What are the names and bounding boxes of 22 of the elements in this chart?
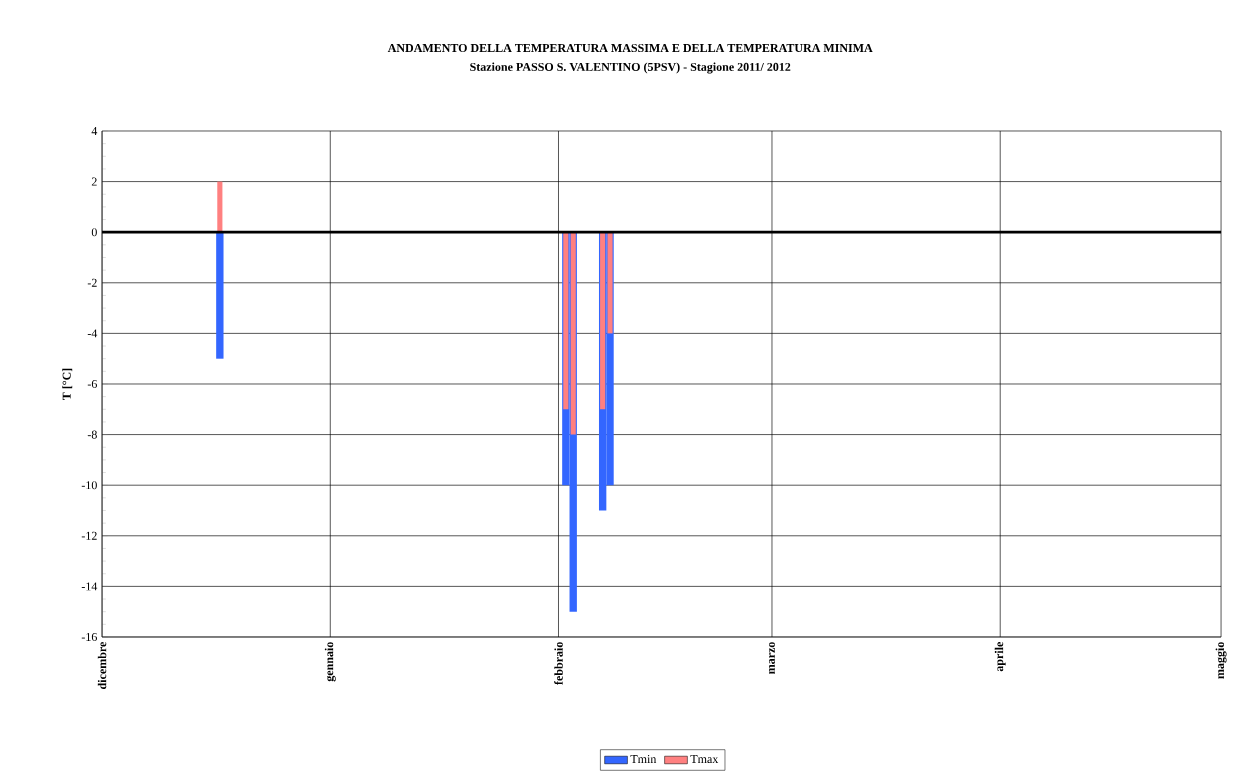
y-tick-label: -8 bbox=[87, 430, 97, 439]
x-tick-label: dicembre bbox=[97, 642, 107, 689]
x-tick-label: febbraio bbox=[554, 642, 563, 685]
y-axis-title: T [°C] bbox=[62, 368, 73, 401]
chart-title: ANDAMENTO DELLA TEMPERATURA MASSIMA E DELLA TEMPERATURA MINIMA bbox=[387, 43, 873, 53]
x-tick-label: aprile bbox=[994, 642, 1006, 672]
y-tick-label: 0 bbox=[91, 228, 97, 237]
x-tick-label: marzo bbox=[769, 642, 775, 675]
y-tick-label: -12 bbox=[81, 531, 97, 540]
chart-subtitle: Stazione PASSO S. VALENTINO (5PSV) - Stagione 2011/ 2012 bbox=[470, 62, 791, 74]
y-tick-label: -16 bbox=[81, 632, 97, 642]
legend-label: Tmax bbox=[690, 755, 719, 764]
y-tick-label: 4 bbox=[91, 127, 98, 135]
y-tick-label: -4 bbox=[87, 329, 98, 338]
y-tick-label: -14 bbox=[81, 582, 98, 591]
legend-label: Tmin bbox=[630, 755, 657, 763]
y-tick-label: -2 bbox=[87, 278, 97, 287]
y-tick-label: 2 bbox=[91, 177, 97, 186]
y-tick-label: -10 bbox=[81, 481, 97, 490]
y-tick-label: -6 bbox=[87, 379, 97, 389]
x-tick-label: gennaio bbox=[324, 642, 336, 682]
x-tick-label: maggio bbox=[1215, 642, 1227, 679]
